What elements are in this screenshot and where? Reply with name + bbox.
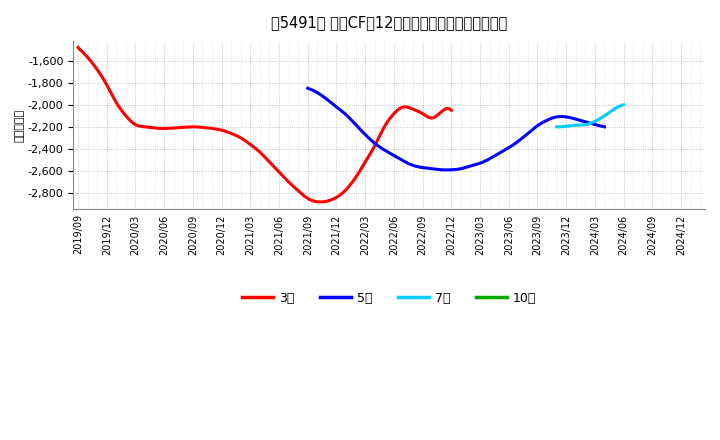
Legend: 3年, 5年, 7年, 10年: 3年, 5年, 7年, 10年 bbox=[237, 286, 541, 309]
Title: ［5491］ 投資CFの12か月移動合計の平均値の推移: ［5491］ 投資CFの12か月移動合計の平均値の推移 bbox=[271, 15, 508, 30]
Y-axis label: （百万円）: （百万円） bbox=[15, 109, 25, 142]
